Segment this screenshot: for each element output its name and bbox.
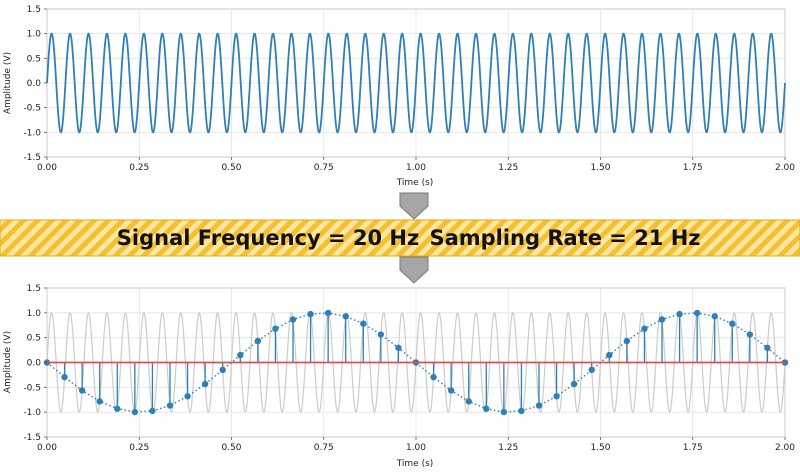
bottom-chart: 0.00 0.25 0.50 0.75 1.00 1.25 1.50 1.75 2.00 1.5 1…: [3, 284, 795, 469]
y-tick-label: -1.5: [23, 153, 41, 163]
sample-point: [676, 310, 683, 318]
sample-point: [500, 408, 508, 416]
x-tick-label: 1.50: [590, 163, 610, 173]
x-tick-label: 1.25: [498, 443, 518, 453]
y-tick-label: -1.0: [23, 128, 41, 138]
down-arrow-icon: [399, 192, 429, 220]
x-tick-label: 0.50: [221, 163, 241, 173]
sample-point: [237, 351, 244, 359]
y-tick-label: 0.5: [27, 54, 41, 64]
signal-frequency-label: Signal Frequency = 20 Hz: [117, 226, 419, 250]
sample-point: [658, 316, 666, 323]
x-tick-label: 1.75: [683, 163, 703, 173]
sample-point: [61, 373, 68, 381]
sample-point: [711, 313, 718, 320]
sample-point: [465, 398, 472, 405]
sample-point: [307, 310, 314, 318]
sample-point: [447, 387, 455, 394]
sample-point: [588, 366, 595, 374]
y-tick-label: 0.0: [27, 359, 42, 369]
x-tick-label: 0.75: [314, 443, 334, 453]
x-tick-label: 1.25: [498, 163, 518, 173]
sample-point: [201, 380, 209, 388]
bottom-chart-ticks: 0.00 0.25 0.50 0.75 1.00 1.25 1.50 1.75 2.00 1.5 1…: [23, 284, 795, 453]
sample-point: [693, 309, 701, 317]
sample-point: [96, 398, 103, 405]
sample-point: [254, 337, 262, 345]
top-y-axis-label: Amplitude (V): [3, 52, 13, 114]
x-tick-label: 0.25: [129, 443, 149, 453]
banner: Signal Frequency = 20 Hz Sampling Rate =…: [0, 219, 800, 257]
y-tick-label: -1.5: [23, 433, 41, 443]
sample-point: [289, 316, 297, 323]
sample-point: [764, 344, 771, 352]
x-tick-label: 1.50: [590, 443, 610, 453]
bottom-chart-series: [43, 309, 789, 416]
sample-point: [342, 313, 349, 320]
y-tick-label: -0.5: [23, 383, 41, 393]
x-tick-label: 2.00: [775, 443, 795, 453]
sample-point: [641, 325, 648, 332]
sample-point: [553, 393, 560, 400]
x-tick-label: 0.00: [37, 443, 57, 453]
top-chart-series: [46, 32, 786, 134]
y-tick-label: 1.0: [27, 309, 42, 319]
sample-point: [114, 405, 121, 412]
sample-point: [570, 380, 578, 388]
sample-point: [219, 366, 226, 374]
sample-point: [729, 320, 736, 327]
sample-point: [746, 331, 754, 338]
down-arrow-icon: [399, 256, 429, 284]
x-tick-label: 0.50: [221, 443, 241, 453]
sample-point: [272, 325, 279, 332]
x-tick-label: 0.00: [37, 163, 57, 173]
y-tick-label: -1.0: [23, 408, 41, 418]
x-tick-label: 1.75: [683, 443, 703, 453]
y-tick-label: 1.5: [27, 5, 41, 15]
top-x-axis-label: Time (s): [396, 178, 434, 188]
sample-point: [623, 337, 631, 345]
x-tick-label: 2.00: [775, 163, 795, 173]
sample-point: [131, 408, 139, 416]
y-tick-label: 0.5: [27, 334, 41, 344]
sample-point: [606, 351, 613, 359]
top-chart: 0.00 0.25 0.50 0.75 1.00 1.25 1.50 1.75 2.00 1.5 1…: [3, 5, 795, 188]
sampling-rate-label: Sampling Rate = 21 Hz: [429, 226, 700, 250]
sample-point: [518, 407, 525, 415]
sample-point: [377, 331, 385, 338]
bottom-y-axis-label: Amplitude (V): [3, 331, 13, 393]
x-tick-label: 0.75: [314, 163, 334, 173]
sample-point: [395, 344, 402, 352]
sample-point: [535, 402, 543, 409]
x-tick-label: 1.00: [406, 163, 426, 173]
sample-point: [430, 373, 437, 381]
y-tick-label: -0.5: [23, 104, 41, 114]
sample-point: [324, 309, 332, 317]
sample-point: [184, 393, 191, 400]
bottom-x-axis-label: Time (s): [396, 459, 434, 469]
y-tick-label: 0.0: [27, 79, 42, 89]
sample-point: [360, 320, 367, 327]
sample-point: [483, 405, 490, 412]
y-tick-label: 1.5: [27, 284, 41, 294]
x-tick-label: 0.25: [129, 163, 149, 173]
y-tick-label: 1.0: [27, 30, 42, 40]
sample-point: [166, 402, 174, 409]
sample-point: [78, 387, 86, 394]
sample-point: [149, 407, 156, 415]
top-chart-ticks: 0.00 0.25 0.50 0.75 1.00 1.25 1.50 1.75 2.00 1.5 1…: [23, 5, 795, 173]
signal-line: [46, 32, 786, 134]
banner-stripes: [0, 219, 800, 257]
x-tick-label: 1.00: [406, 443, 426, 453]
